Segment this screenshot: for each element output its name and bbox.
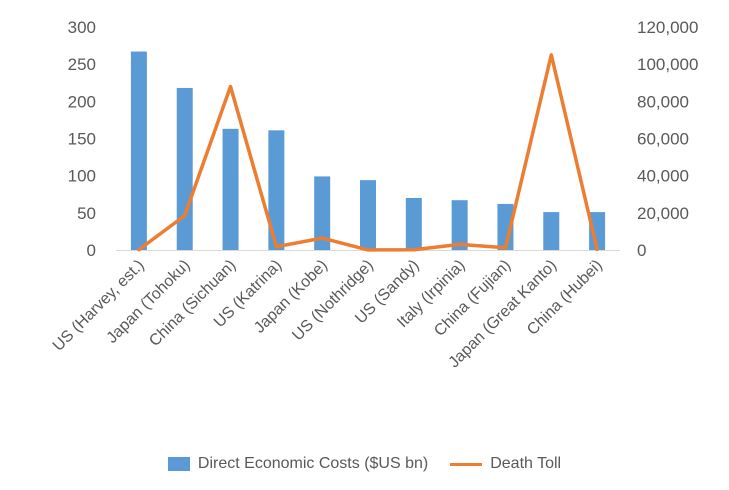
line-point (137, 248, 141, 252)
y-left-tick-label: 150 (68, 130, 96, 149)
legend: Direct Economic Costs ($US bn) Death Tol… (0, 446, 729, 482)
line-point (549, 53, 553, 57)
bar (176, 87, 193, 250)
y-left-tick-label: 50 (77, 204, 96, 223)
line-series (137, 53, 599, 252)
y-left-tick-label: 200 (68, 92, 96, 111)
bar (405, 197, 422, 250)
legend-item-deaths: Death Toll (450, 455, 561, 473)
y-left-axis: 0 50 100 150 200 250 300 (68, 18, 96, 260)
chart: 0 50 100 150 200 250 300 0 20,000 40,000 60,000 80… (50, 18, 699, 372)
legend-item-costs: Direct Economic Costs ($US bn) (167, 455, 429, 473)
line-point (229, 84, 233, 88)
line-point (274, 245, 278, 249)
bar-series (130, 51, 606, 250)
bar (222, 128, 239, 250)
legend-label-costs: Direct Economic Costs ($US bn) (197, 455, 429, 472)
line-point (183, 214, 187, 218)
line-point (595, 247, 599, 251)
legend-label-deaths: Death Toll (490, 455, 562, 472)
line-point (320, 236, 324, 240)
x-axis-labels: US (Harvey, est.)Japan (Tohoku)China (Si… (50, 257, 606, 372)
bar (130, 51, 147, 250)
legend-swatch-line (450, 462, 483, 466)
y-right-axis: 0 20,000 40,000 60,000 80,000 100,000 120,000 (637, 18, 698, 260)
y-left-tick-label: 0 (87, 241, 96, 260)
bar (451, 200, 468, 250)
line-point (412, 248, 416, 252)
y-left-tick-label: 100 (68, 167, 96, 186)
y-right-tick-label: 100,000 (637, 55, 698, 74)
line-point (458, 242, 462, 246)
bar (589, 212, 606, 250)
y-right-tick-label: 0 (637, 241, 646, 260)
line-point (366, 248, 370, 252)
bar (543, 212, 560, 250)
y-left-tick-label: 250 (68, 55, 96, 74)
x-tick-label: US (Nothridge) (289, 257, 376, 344)
line-point (503, 246, 507, 250)
y-right-tick-label: 120,000 (637, 18, 698, 37)
x-tick-label: Japan (Tohoku) (104, 257, 194, 347)
bar (268, 130, 285, 250)
legend-swatch-bar (167, 457, 190, 471)
y-right-tick-label: 40,000 (637, 167, 689, 186)
bar (314, 176, 331, 250)
y-right-tick-label: 60,000 (637, 130, 689, 149)
bar (360, 180, 376, 250)
y-right-tick-label: 20,000 (637, 204, 689, 223)
y-right-tick-label: 80,000 (637, 92, 689, 111)
y-left-tick-label: 300 (68, 18, 96, 37)
